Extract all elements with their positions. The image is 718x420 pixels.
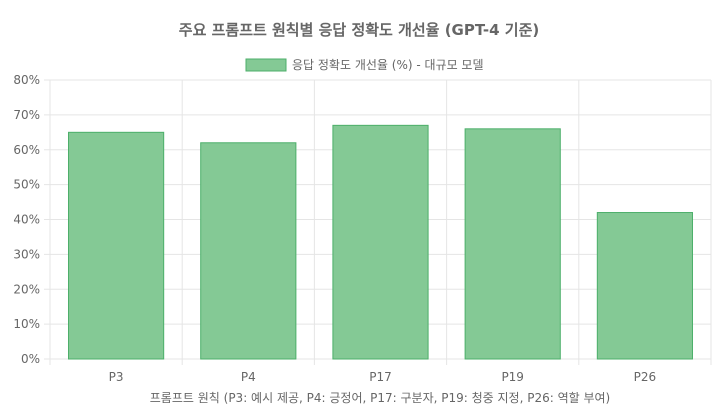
y-tick-label: 80%: [13, 73, 40, 87]
bar-p4: [200, 142, 297, 360]
bar-p19: [464, 128, 561, 360]
y-tick-label: 40%: [13, 213, 40, 227]
legend[interactable]: 응답 정확도 개선율 (%) - 대규모 모델: [245, 58, 484, 72]
bar-p26: [596, 212, 693, 360]
x-axis-title: 프롬프트 원칙 (P3: 예시 제공, P4: 긍정어, P17: 구분자, P…: [150, 391, 610, 405]
y-tick-label: 0%: [21, 352, 40, 366]
legend-label: 응답 정확도 개선율 (%) - 대규모 모델: [292, 58, 484, 72]
y-tick-label: 30%: [13, 247, 40, 261]
x-tick-label: P4: [241, 370, 256, 384]
y-tick-label: 60%: [13, 143, 40, 157]
y-tick-label: 20%: [13, 282, 40, 296]
bars: [68, 124, 693, 360]
x-tick-label: P17: [369, 370, 392, 384]
x-tick-label: P26: [634, 370, 657, 384]
x-tick-label: P3: [109, 370, 124, 384]
legend-swatch: [245, 58, 287, 72]
y-axis-ticks: 0% 10% 20% 30% 40% 50% 60% 70% 80%: [13, 73, 40, 366]
x-tick-label: P19: [501, 370, 524, 384]
x-axis-ticks: P3 P4 P17 P19 P26: [109, 370, 656, 384]
bar-p3: [68, 131, 165, 360]
bar-p17: [332, 124, 429, 360]
y-tick-label: 70%: [13, 108, 40, 122]
chart-title: 주요 프롬프트 원칙별 응답 정확도 개선율 (GPT-4 기준): [179, 21, 539, 39]
y-tick-label: 50%: [13, 178, 40, 192]
y-tick-label: 10%: [13, 317, 40, 331]
